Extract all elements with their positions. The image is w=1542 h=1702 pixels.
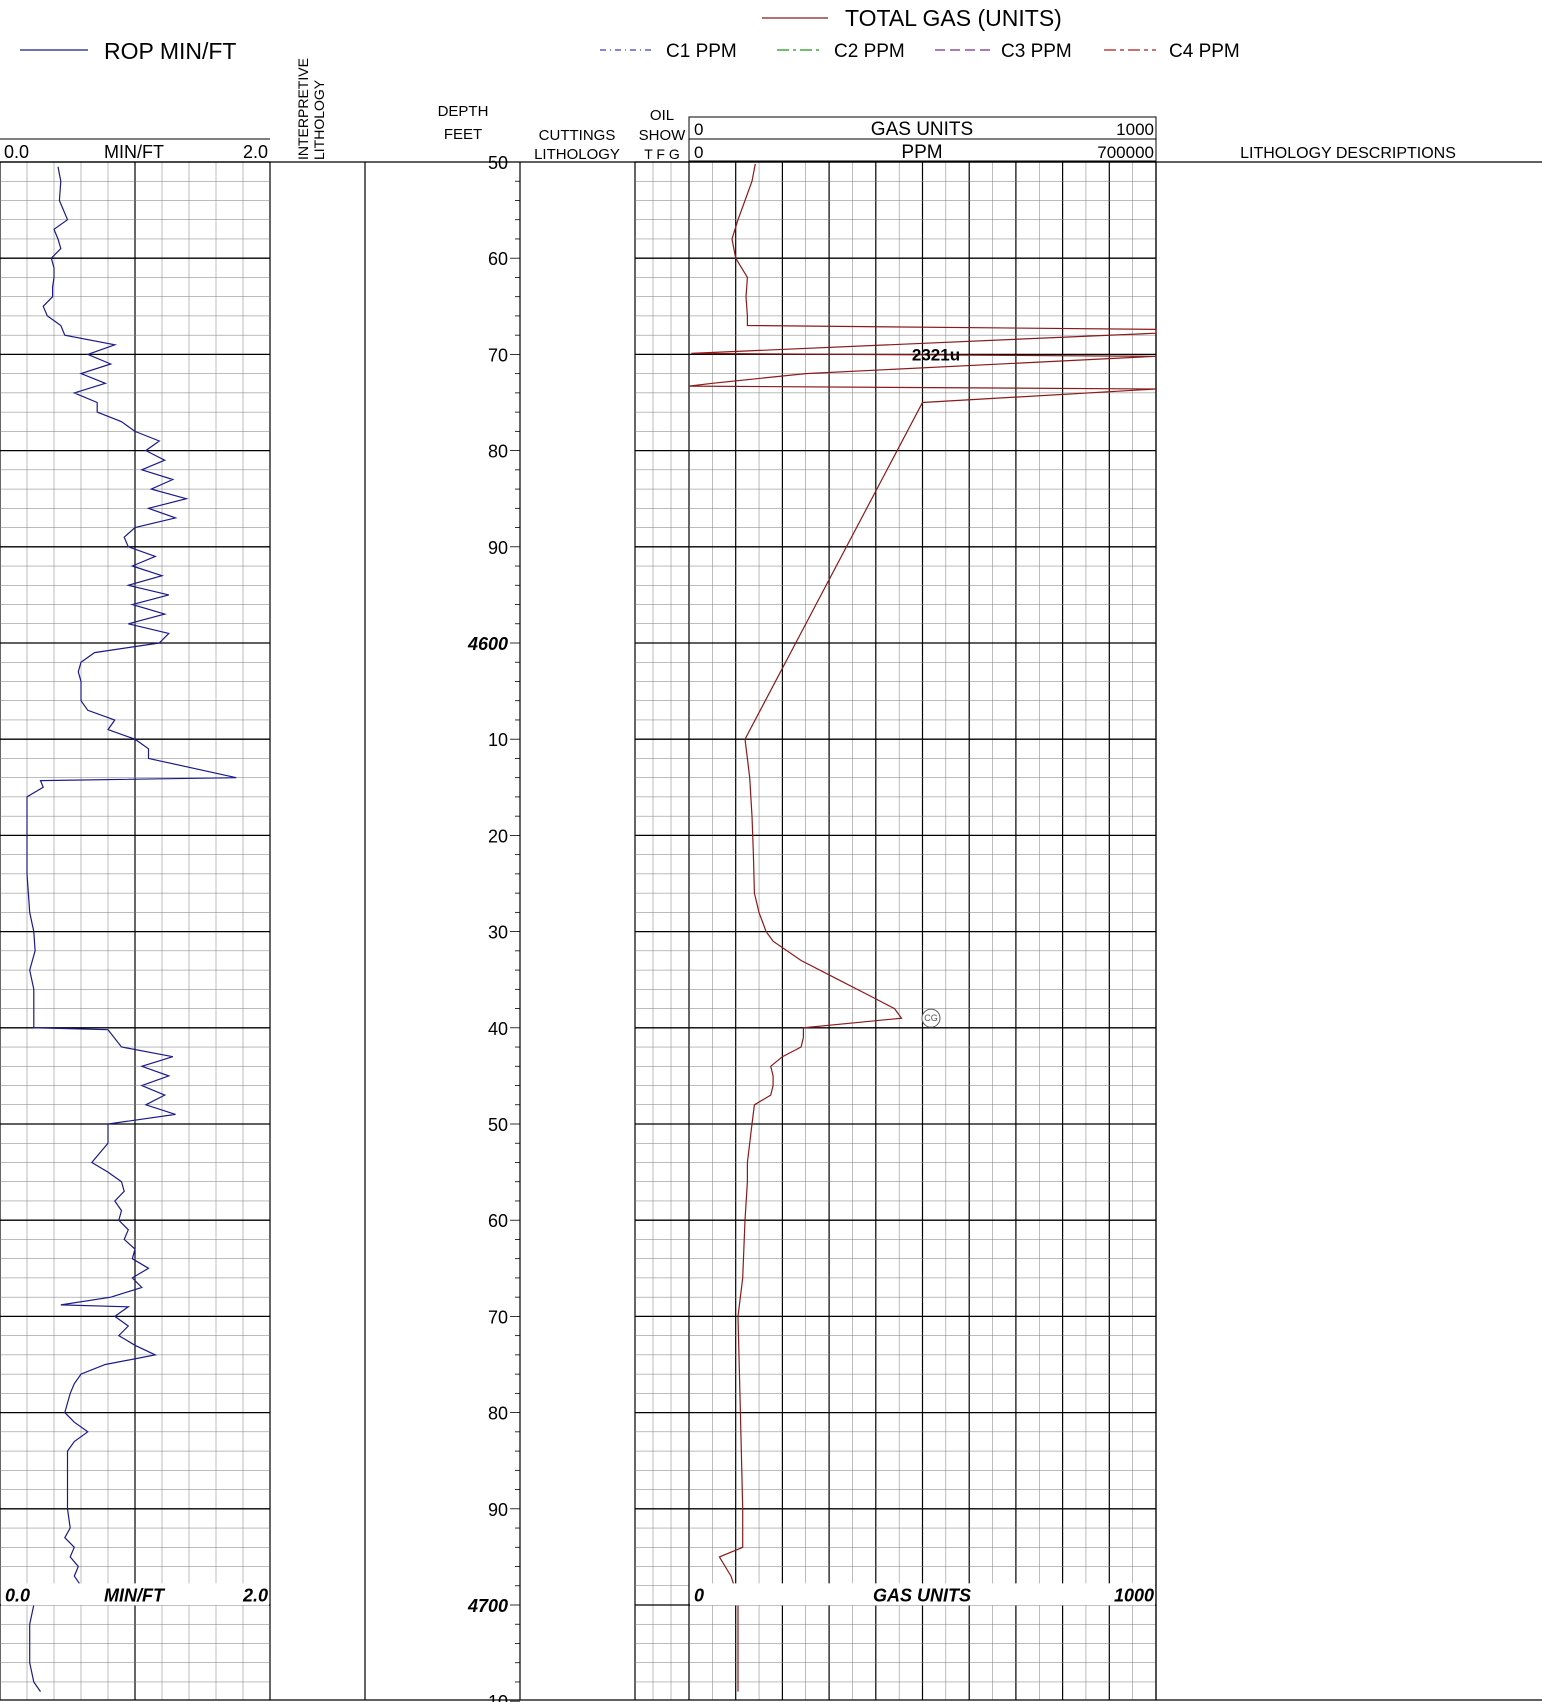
rop-scale-label: MIN/FT	[104, 142, 164, 162]
depth-label: 60	[488, 1211, 508, 1231]
total-gas-curve	[688, 163, 1157, 1692]
repeat-gas-scale-left: 0	[694, 1585, 704, 1605]
depth-label: 50	[488, 153, 508, 173]
depth-label: 90	[488, 538, 508, 558]
depth-header-line2: FEET	[444, 126, 482, 143]
interpretive-lithology-header-line2: LITHOLOGY	[311, 79, 327, 160]
ppm-scale-label: PPM	[901, 142, 942, 163]
total-gas-legend-label: TOTAL GAS (UNITS)	[845, 5, 1062, 31]
repeat-gas-scale-label: GAS UNITS	[873, 1585, 971, 1605]
c4-legend-label: C4 PPM	[1169, 41, 1240, 62]
c2-legend-label: C2 PPM	[834, 41, 905, 62]
depth-label: 20	[488, 826, 508, 846]
legend: ROP MIN/FT TOTAL GAS (UNITS) C1 PPM C2 P…	[20, 5, 1240, 64]
depth-label: 60	[488, 249, 508, 269]
lithology-descriptions-header: LITHOLOGY DESCRIPTIONS	[1240, 145, 1456, 162]
connection-gas-marker-label: CG	[924, 1013, 938, 1023]
depth-label: 90	[488, 1500, 508, 1520]
repeat-rop-scale-label: MIN/FT	[104, 1585, 166, 1605]
oil-show-header-line2: SHOW	[639, 127, 687, 144]
rop-legend-label: ROP MIN/FT	[104, 38, 236, 64]
gas-units-scale-right: 1000	[1116, 120, 1154, 139]
gas-units-scale-left: 0	[694, 120, 703, 139]
gas-units-scale-label: GAS UNITS	[871, 119, 973, 140]
depth-label: 10	[488, 730, 508, 750]
repeat-gas-scale-bg	[690, 1583, 1155, 1606]
depth-header-line1: DEPTH	[438, 103, 489, 120]
depth-label: 50	[488, 1115, 508, 1135]
depth-label: 80	[488, 442, 508, 462]
repeat-gas-scale-right: 1000	[1114, 1585, 1154, 1605]
c1-legend-label: C1 PPM	[666, 41, 737, 62]
repeat-rop-scale-bg	[1, 1583, 269, 1606]
repeat-rop-scale-left: 0.0	[5, 1585, 30, 1605]
connection-gas-marker-circle	[921, 1008, 941, 1028]
rop-scale-left: 0.0	[4, 142, 29, 162]
c3-legend-label: C3 PPM	[1001, 41, 1072, 62]
repeat-rop-scale-right: 2.0	[242, 1585, 268, 1605]
oil-show-header-line1: OIL	[650, 107, 674, 124]
cuttings-header-line1: CUTTINGS	[539, 127, 616, 144]
depth-label: 70	[488, 1307, 508, 1327]
oil-show-header-line3: T F G	[644, 146, 680, 162]
ppm-scale-right: 700000	[1097, 143, 1154, 162]
peak-gas-annotation: 2321u	[912, 345, 960, 364]
depth-label: 4600	[467, 634, 508, 654]
depth-label: 40	[488, 1019, 508, 1039]
rop-curve	[26, 166, 237, 1692]
column-headers: 0.0 MIN/FT 2.0 INTERPRETIVE LITHOLOGY DE…	[0, 58, 1456, 163]
depth-label: 4700	[467, 1596, 508, 1616]
depth-label: 80	[488, 1404, 508, 1424]
interpretive-lithology-header-line1: INTERPRETIVE	[295, 58, 311, 160]
depth-label: 30	[488, 923, 508, 943]
ppm-scale-left: 0	[694, 143, 703, 162]
depth-label: 10	[488, 1692, 508, 1702]
cuttings-header-line2: LITHOLOGY	[534, 146, 620, 163]
rop-scale-right: 2.0	[243, 142, 268, 162]
depth-label: 70	[488, 345, 508, 365]
log-tracks: 50 60 70 80 90 4600 10 20 30 40 50 60 70 80 90 4700 10	[0, 153, 1542, 1702]
